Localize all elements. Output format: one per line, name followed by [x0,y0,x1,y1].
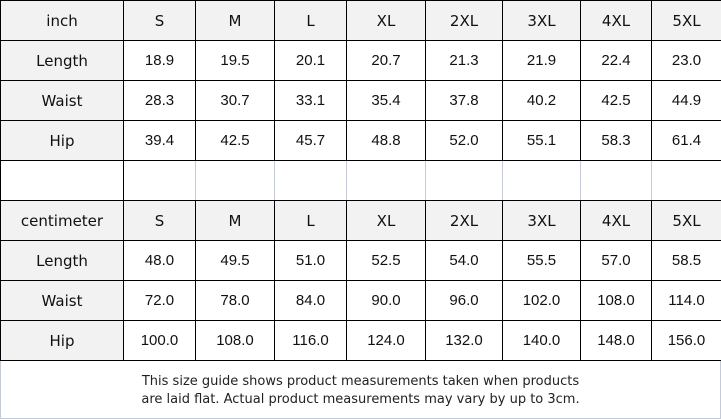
measurement-cell: 18.9 [124,41,196,81]
empty-cell [347,161,426,201]
row-label: Hip [1,321,124,361]
measurement-cell: 42.5 [196,121,275,161]
size-header: XL [347,201,426,241]
measurement-cell: 45.7 [275,121,347,161]
row-label: Hip [1,121,124,161]
size-header: L [275,201,347,241]
measurement-cell: 55.5 [503,241,581,281]
measurement-cell: 28.3 [124,81,196,121]
measurement-cell: 42.5 [581,81,652,121]
empty-cell [652,161,721,201]
measurement-cell: 51.0 [275,241,347,281]
measurement-cell: 40.2 [503,81,581,121]
size-header: S [124,1,196,41]
size-header: L [275,1,347,41]
note-line-2: are laid flat. Actual product measuremen… [1,391,720,409]
size-guide-note: This size guide shows product measuremen… [0,361,721,419]
size-header: M [196,201,275,241]
size-header: 5XL [652,1,721,41]
size-header: 3XL [503,1,581,41]
measurement-cell: 22.4 [581,41,652,81]
size-header: M [196,1,275,41]
row-label: Waist [1,81,124,121]
measurement-cell: 44.9 [652,81,721,121]
measurement-cell: 37.8 [426,81,503,121]
measurement-cell: 20.1 [275,41,347,81]
empty-cell [503,161,581,201]
measurement-cell: 48.0 [124,241,196,281]
measurement-cell: 21.3 [426,41,503,81]
measurement-cell: 58.5 [652,241,721,281]
empty-cell [581,161,652,201]
measurement-cell: 52.0 [426,121,503,161]
unit-label: centimeter [1,201,124,241]
empty-cell [196,161,275,201]
measurement-cell: 23.0 [652,41,721,81]
measurement-cell: 108.0 [196,321,275,361]
measurement-cell: 58.3 [581,121,652,161]
empty-cell [1,161,124,201]
row-label: Length [1,241,124,281]
size-header: 4XL [581,201,652,241]
row-label: Length [1,41,124,81]
measurement-cell: 54.0 [426,241,503,281]
empty-cell [426,161,503,201]
measurement-cell: 84.0 [275,281,347,321]
empty-cell [124,161,196,201]
measurement-cell: 57.0 [581,241,652,281]
measurement-cell: 90.0 [347,281,426,321]
note-line-1: This size guide shows product measuremen… [1,373,720,391]
spacer-row [1,161,721,201]
measurement-cell: 102.0 [503,281,581,321]
measurement-cell: 61.4 [652,121,721,161]
measurement-cell: 100.0 [124,321,196,361]
size-header: XL [347,1,426,41]
measurement-cell: 39.4 [124,121,196,161]
measurement-cell: 33.1 [275,81,347,121]
measurement-cell: 140.0 [503,321,581,361]
measurement-cell: 55.1 [503,121,581,161]
size-header: 2XL [426,201,503,241]
size-header: 4XL [581,1,652,41]
measurement-cell: 116.0 [275,321,347,361]
size-header: 2XL [426,1,503,41]
row-label: Waist [1,281,124,321]
measurement-cell: 114.0 [652,281,721,321]
measurement-cell: 52.5 [347,241,426,281]
measurement-cell: 124.0 [347,321,426,361]
measurement-cell: 21.9 [503,41,581,81]
measurement-cell: 132.0 [426,321,503,361]
size-header: 3XL [503,201,581,241]
measurement-cell: 48.8 [347,121,426,161]
measurement-cell: 108.0 [581,281,652,321]
measurement-cell: 78.0 [196,281,275,321]
measurement-cell: 49.5 [196,241,275,281]
measurement-cell: 19.5 [196,41,275,81]
measurement-cell: 35.4 [347,81,426,121]
empty-cell [275,161,347,201]
measurement-cell: 20.7 [347,41,426,81]
size-header: 5XL [652,201,721,241]
measurement-cell: 156.0 [652,321,721,361]
measurement-cell: 148.0 [581,321,652,361]
measurement-cell: 72.0 [124,281,196,321]
measurement-cell: 30.7 [196,81,275,121]
unit-label: inch [1,1,124,41]
measurement-cell: 96.0 [426,281,503,321]
size-header: S [124,201,196,241]
